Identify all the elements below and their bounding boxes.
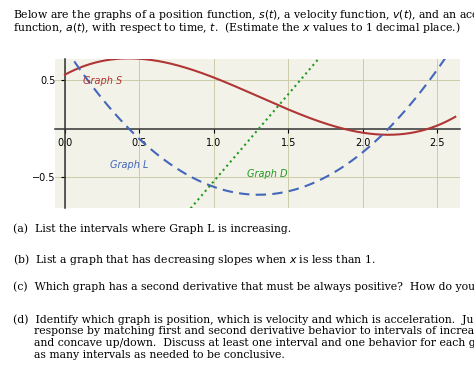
Text: response by matching first and second derivative behavior to intervals of increa: response by matching first and second de…	[13, 326, 474, 336]
Text: (a)  List the intervals where Graph L is increasing.: (a) List the intervals where Graph L is …	[13, 223, 292, 234]
Text: (c)  Which graph has a second derivative that must be always positive?  How do y: (c) Which graph has a second derivative …	[13, 282, 474, 292]
Text: and concave up/down.  Discuss at least one interval and one behavior for each gr: and concave up/down. Discuss at least on…	[13, 338, 474, 348]
Text: as many intervals as needed to be conclusive.: as many intervals as needed to be conclu…	[13, 350, 285, 360]
Text: Graph D: Graph D	[246, 169, 287, 179]
Text: Graph L: Graph L	[109, 160, 148, 170]
Text: (b)  List a graph that has decreasing slopes when $x$ is less than 1.: (b) List a graph that has decreasing slo…	[13, 252, 376, 267]
Text: Graph S: Graph S	[83, 76, 122, 86]
Text: Below are the graphs of a position function, $s(t)$, a velocity function, $v(t)$: Below are the graphs of a position funct…	[13, 8, 474, 23]
Text: function, $a(t)$, with respect to time, $t$.  (Estimate the $x$ values to 1 deci: function, $a(t)$, with respect to time, …	[13, 20, 461, 35]
Text: (d)  Identify which graph is position, which is velocity and which is accelerati: (d) Identify which graph is position, wh…	[13, 315, 474, 325]
